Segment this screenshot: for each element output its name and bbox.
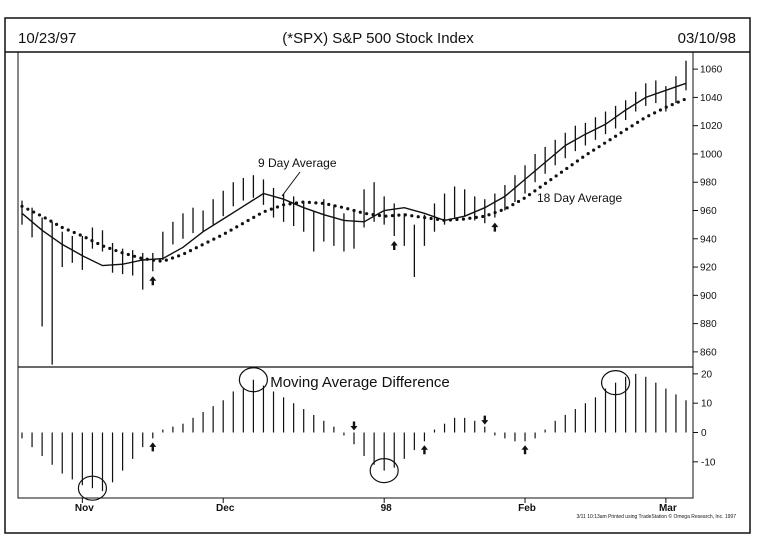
price-tick-label: 1020: [700, 121, 723, 132]
down-arrow-icon: [350, 421, 358, 431]
time-tick-label: Nov: [75, 503, 94, 514]
difference-tick-label: -10: [701, 457, 716, 468]
price-axis: 1060 1040 1020 1000 980 960 940 920 900 880 860: [693, 65, 723, 358]
buy-arrow-icon: [390, 240, 398, 250]
price-tick-label: 940: [700, 234, 717, 245]
up-arrow-icon: [149, 442, 157, 452]
price-tick-label: 920: [700, 263, 717, 274]
buy-arrow-icon: [149, 276, 157, 286]
label-9-day-average: 9 Day Average: [258, 156, 337, 170]
time-tick-label: 98: [381, 503, 393, 514]
price-tick-label: 860: [700, 347, 717, 358]
time-tick-label: Mar: [659, 503, 677, 514]
label-18-day-average: 18 Day Average: [537, 191, 622, 205]
start-date: 10/23/97: [18, 30, 76, 47]
time-tick-label: Feb: [518, 503, 536, 514]
price-tick-label: 960: [700, 206, 717, 217]
oscillator-bars: [21, 373, 687, 492]
difference-tick-label: 10: [701, 399, 713, 410]
up-arrow-icon: [521, 445, 529, 455]
page-title: (*SPX) S&P 500 Stock Index: [282, 30, 474, 47]
line-9-day-average: [21, 82, 687, 267]
time-axis: Nov Dec 98 Feb Mar: [75, 498, 677, 514]
moving-average-lines: [20, 82, 688, 267]
up-arrow-icon: [420, 445, 428, 455]
difference-tick-label: 20: [701, 369, 713, 380]
end-date: 03/10/98: [678, 30, 736, 47]
oscillator-markers: [77, 367, 631, 501]
footer-credit: 3/11 10:13am Printed using TradeStation …: [576, 513, 736, 520]
price-bars: [21, 60, 687, 365]
buy-arrow-icon: [491, 222, 499, 232]
oscillator-title: Moving Average Difference: [270, 374, 450, 391]
price-tick-label: 1060: [700, 65, 723, 76]
highlight-circle: [238, 367, 268, 393]
chart-frame: [4, 17, 751, 534]
price-tick-label: 980: [700, 178, 717, 189]
pointer-9-day-average: [281, 171, 301, 197]
price-tick-label: 1000: [700, 149, 723, 160]
highlight-circle: [369, 458, 399, 484]
down-arrow-icon: [481, 415, 489, 425]
oscillator-axis: 20 10 0 -10: [693, 369, 716, 468]
price-tick-label: 1040: [700, 93, 723, 104]
line-18-day-average: [20, 97, 688, 264]
buy-arrows: [149, 222, 499, 286]
highlight-circle: [600, 370, 631, 396]
highlight-circle: [77, 475, 108, 501]
difference-tick-label: 0: [701, 428, 707, 439]
price-tick-label: 880: [700, 319, 717, 330]
price-tick-label: 900: [700, 291, 717, 302]
time-tick-label: Dec: [216, 503, 235, 514]
